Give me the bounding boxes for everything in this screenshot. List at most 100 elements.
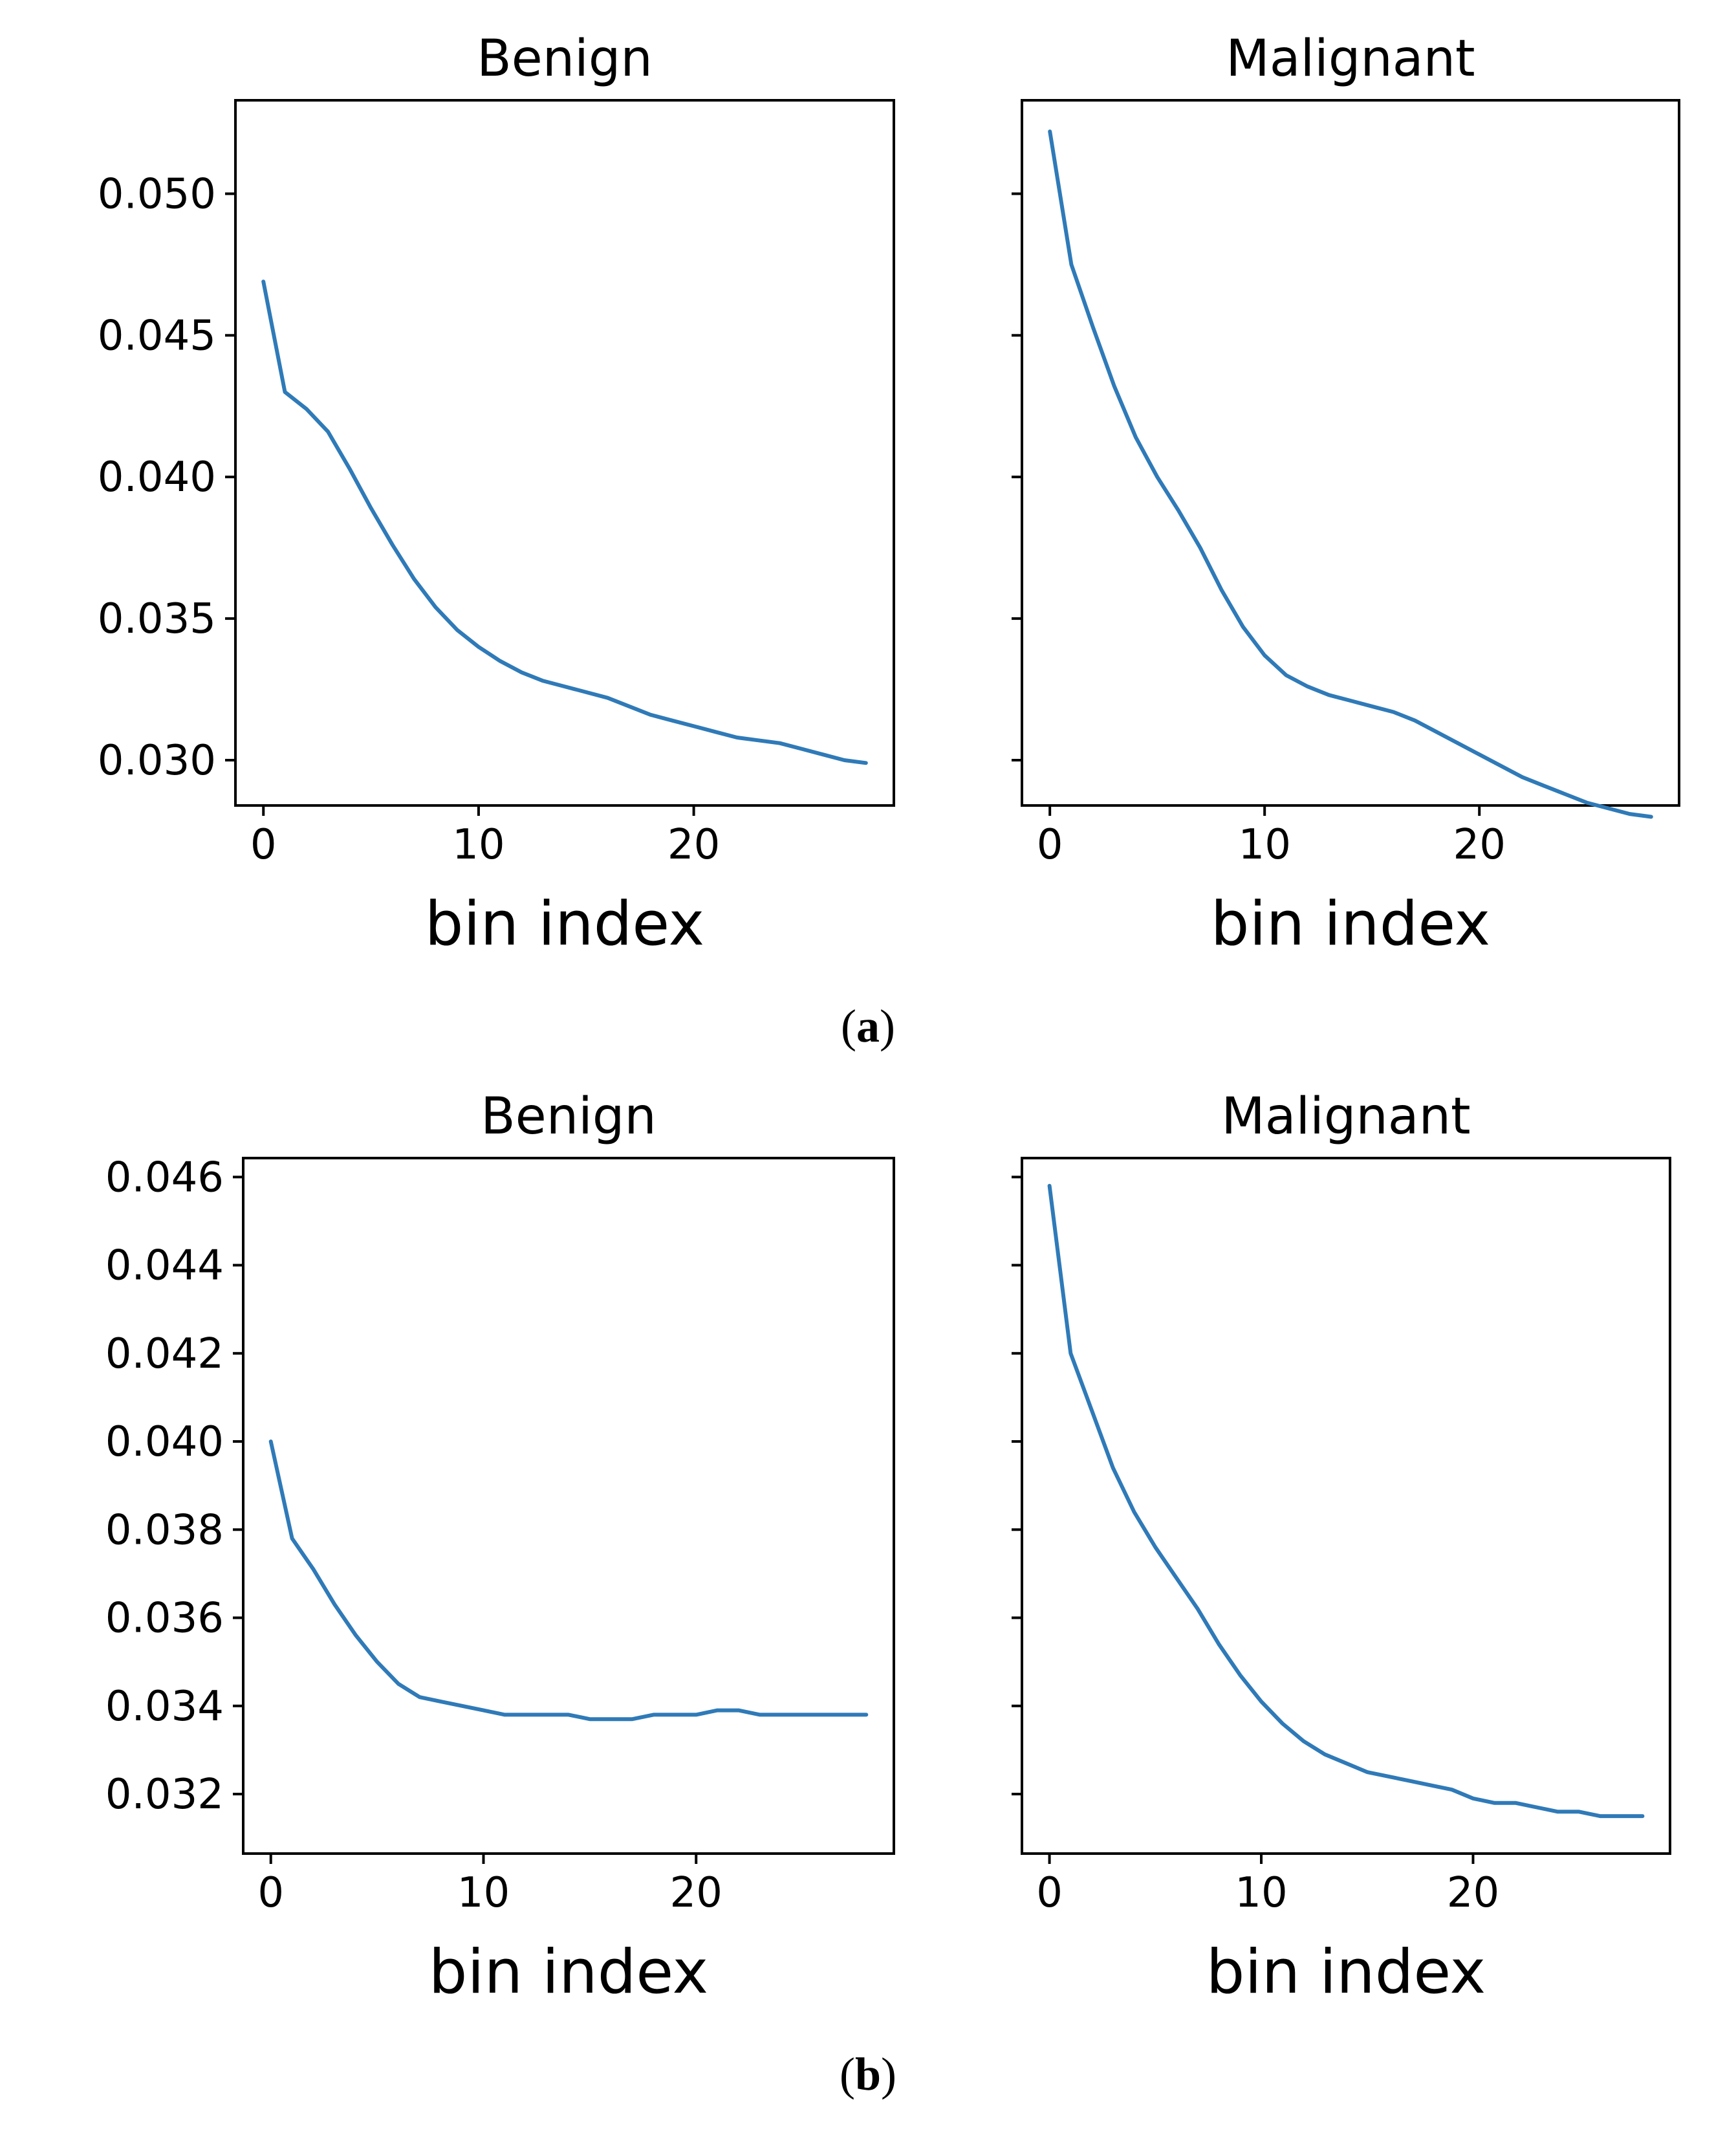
x-tick-label: 10 — [457, 1869, 510, 1917]
chart-a-right: Malignant bin index 0 10 20 — [1012, 30, 1680, 959]
data-point — [290, 1537, 294, 1540]
data-point — [520, 670, 523, 674]
data-point — [1091, 325, 1095, 329]
data-point — [1456, 741, 1460, 745]
chart-title: Benign — [477, 30, 653, 88]
data-point — [1477, 752, 1481, 756]
data-point — [758, 1713, 762, 1716]
caption-b: (b) — [840, 2048, 896, 2100]
data-point — [1556, 1810, 1559, 1813]
data-point — [1302, 1739, 1305, 1743]
data-point — [563, 684, 567, 688]
data-point — [1499, 764, 1503, 768]
data-point — [439, 1700, 443, 1703]
data-point — [524, 1713, 528, 1716]
data-point — [1407, 1779, 1411, 1783]
data-point — [1577, 1810, 1581, 1813]
data-point — [545, 1713, 549, 1716]
y-tick-label: 0.035 — [98, 595, 216, 643]
data-point — [1435, 730, 1438, 734]
data-point — [1649, 815, 1653, 818]
data-point — [1175, 1576, 1178, 1580]
data-point — [1177, 509, 1180, 513]
data-point — [1153, 1546, 1157, 1549]
x-axis-label: bin index — [425, 889, 704, 959]
data-point — [1521, 775, 1524, 779]
y-tick-label: 0.038 — [105, 1506, 224, 1554]
data-point — [1048, 129, 1052, 133]
data-point — [1640, 1814, 1644, 1818]
data-point — [756, 738, 760, 742]
x-tick-label: 20 — [1447, 1869, 1499, 1917]
y-tick-label: 0.040 — [98, 454, 216, 501]
y-tick-label: 0.046 — [105, 1154, 224, 1201]
data-point — [477, 645, 481, 649]
data-point — [1344, 1761, 1348, 1765]
data-point — [843, 1713, 847, 1716]
data-point — [1370, 705, 1374, 708]
data-point — [588, 1717, 592, 1721]
data-point — [305, 407, 309, 411]
data-point — [433, 606, 437, 609]
series-line-benign — [268, 1440, 869, 1722]
data-point — [1069, 263, 1073, 267]
y-tick-label: 0.030 — [98, 737, 216, 785]
series-line-malignant — [1048, 129, 1653, 819]
data-point — [799, 747, 803, 750]
data-point — [412, 577, 416, 581]
data-point — [283, 390, 287, 394]
x-tick-label: 0 — [1037, 821, 1063, 869]
data-point — [1514, 1801, 1517, 1805]
data-point — [1306, 684, 1310, 688]
data-point — [1323, 1753, 1327, 1757]
data-point — [567, 1713, 570, 1716]
data-point — [375, 1660, 379, 1664]
data-point — [1327, 693, 1331, 697]
data-point — [737, 1709, 741, 1713]
x-tick-label: 0 — [1036, 1869, 1063, 1917]
data-point — [649, 713, 653, 717]
data-point — [498, 659, 502, 663]
data-point — [652, 1713, 655, 1716]
data-point — [779, 1713, 783, 1716]
data-point — [1134, 435, 1138, 439]
data-point — [864, 1713, 868, 1716]
data-point — [778, 741, 782, 745]
data-point — [1471, 1797, 1475, 1801]
chart-panels: Benign bin index 0 10 20 0.030 0.035 0.040 0.045… — [98, 30, 1680, 2008]
y-tick-label: 0.032 — [105, 1771, 224, 1819]
data-point — [822, 1713, 825, 1716]
data-point — [312, 1568, 315, 1571]
data-point — [1259, 1700, 1263, 1703]
data-point — [584, 690, 588, 694]
data-point — [715, 1709, 719, 1713]
data-point — [482, 1709, 485, 1713]
chart-a-left: Benign bin index 0 10 20 0.030 0.035 0.040 0.045… — [98, 30, 895, 959]
x-tick-label: 10 — [1235, 1869, 1287, 1917]
y-tick-label: 0.045 — [98, 312, 216, 360]
data-point — [369, 506, 373, 510]
data-point — [461, 1704, 464, 1708]
caption-a: (a) — [841, 1000, 895, 1052]
data-point — [1155, 475, 1159, 479]
data-point — [1542, 783, 1546, 787]
data-point — [673, 1713, 677, 1716]
data-point — [1429, 1783, 1433, 1787]
data-point — [1606, 806, 1610, 810]
plot-frame — [1021, 1157, 1671, 1855]
chart-title: Malignant — [1221, 1088, 1470, 1146]
data-point — [670, 719, 674, 723]
data-point — [326, 430, 330, 433]
x-tick-label: 10 — [452, 821, 505, 869]
y-tick-label: 0.050 — [98, 170, 216, 218]
x-axis-label: bin index — [1211, 889, 1490, 959]
data-point — [1492, 1801, 1496, 1805]
data-point — [391, 543, 395, 547]
chart-title: Malignant — [1226, 30, 1475, 88]
data-point — [606, 696, 609, 700]
data-point — [627, 705, 631, 708]
x-tick-label: 0 — [250, 821, 277, 869]
data-point — [1281, 1722, 1285, 1725]
data-point — [354, 1634, 358, 1637]
plot-frame — [1021, 99, 1680, 807]
